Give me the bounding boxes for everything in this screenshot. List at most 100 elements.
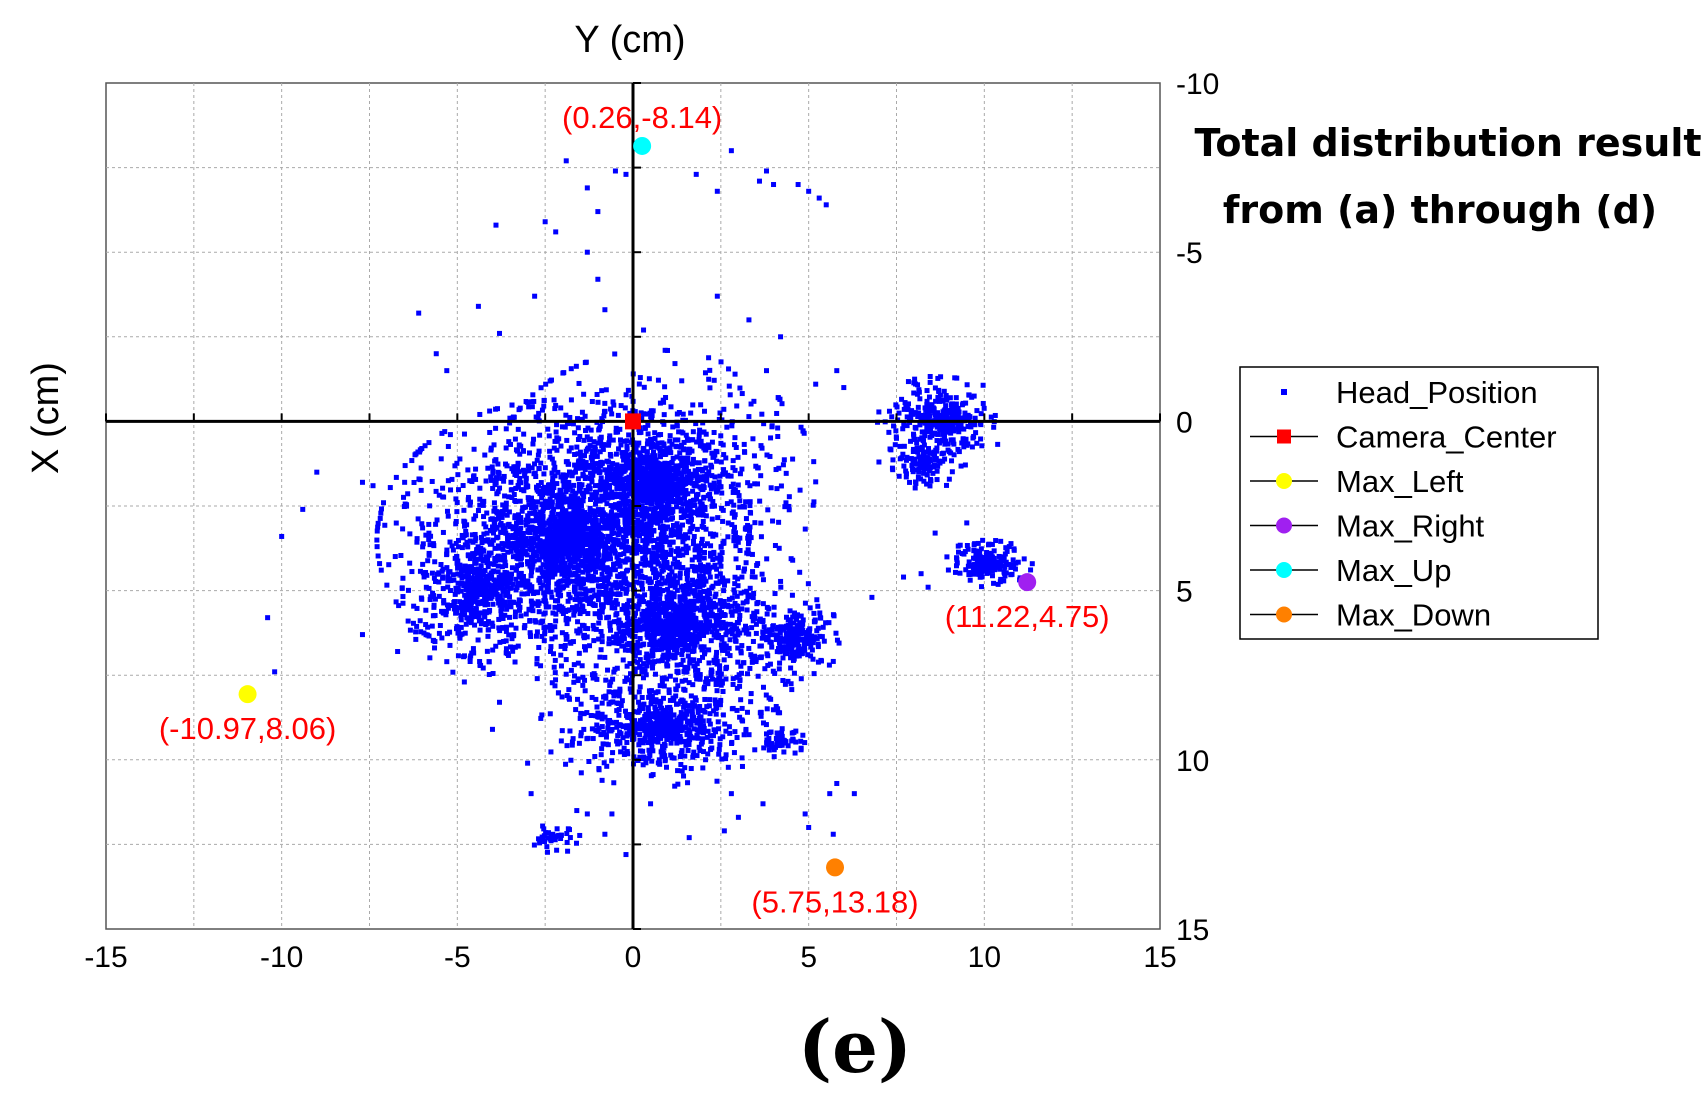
head-position-point [657,400,663,406]
head-position-point [572,597,578,603]
head-position-point [720,518,726,524]
head-position-point [708,609,714,615]
head-position-point [725,534,731,540]
head-position-point [453,521,459,527]
head-position-point [660,523,666,529]
head-position-point [718,600,724,606]
head-position-point [538,620,544,626]
head-position-point [634,643,640,649]
head-position-point [591,439,597,445]
head-position-point [713,532,719,538]
head-position-point [449,476,455,482]
head-position-point [418,487,424,493]
head-position-point [512,436,518,442]
head-position-point [624,556,630,562]
head-position-point [657,572,663,578]
head-position-point [602,548,608,554]
head-position-point [701,429,707,435]
head-position-point [721,612,727,618]
head-position-point [632,573,638,579]
head-position-point [528,573,534,579]
head-position-point [608,453,614,459]
head-position-point [700,654,706,660]
head-position-point [522,468,528,474]
head-position-point [589,399,595,405]
head-position-point [690,488,696,494]
head-position-point [687,519,693,525]
head-position-point [590,622,596,628]
head-position-point [582,467,588,473]
head-position-point [454,460,460,466]
head-position-point [587,475,593,481]
head-position-point [568,640,574,646]
head-position-point [714,566,720,572]
head-position-point [716,479,722,485]
head-position-point [732,581,738,587]
head-position-point [555,598,561,604]
head-position-point [633,489,639,495]
head-position-point [624,642,630,648]
head-position-point [569,605,575,611]
head-position-point [562,528,568,534]
head-position-point [588,554,594,560]
head-position-point [610,537,616,543]
head-position-point [601,566,607,572]
head-position-point [568,366,574,372]
head-position-point [536,466,542,472]
head-position-point [691,567,697,573]
head-position-point [594,489,600,495]
head-position-point [747,499,753,505]
head-position-point [747,503,753,509]
head-position-point [798,613,804,619]
head-position-point [672,573,678,579]
head-position-point [700,632,706,638]
head-position-point [696,543,702,549]
head-position-point [475,556,481,562]
head-position-point [755,465,761,471]
head-position-point [676,470,682,476]
head-position-point [568,397,574,403]
head-position-point [640,615,646,621]
head-position-point [575,660,581,666]
head-position-point [632,666,638,672]
head-position-point [680,486,686,492]
head-position-point [653,559,659,565]
head-position-point [775,434,781,440]
head-position-point [617,583,623,589]
head-position-point [669,601,675,607]
head-position-point [706,587,712,593]
head-position-point [624,446,630,452]
head-position-point [613,639,619,645]
head-position-point [683,488,689,494]
head-position-point [661,625,667,631]
head-position-point [393,474,399,480]
head-position-point [711,600,717,606]
head-position-point [729,522,735,528]
head-position-point [465,497,471,503]
head-position-point [703,569,709,575]
head-position-point [530,552,536,558]
head-position-point [582,413,588,419]
head-position-point [563,489,569,495]
head-position-point [674,411,680,417]
head-position-point [577,626,583,632]
head-position-point [665,647,671,653]
head-position-point [689,437,695,443]
head-position-point [592,483,598,489]
head-position-point [596,482,602,488]
head-position-point [603,491,609,497]
head-position-point [669,612,675,618]
head-position-point [736,493,742,499]
head-position-point [654,444,660,450]
head-position-point [592,446,598,452]
head-position-point [572,462,578,468]
head-position-point [549,594,555,600]
head-position-point [541,625,547,631]
head-position-point [721,452,727,458]
head-position-point [541,638,547,644]
head-position-point [456,487,462,493]
head-position-point [653,690,659,696]
head-position-point [653,513,659,519]
head-position-point [700,573,706,579]
head-position-point [668,516,674,522]
